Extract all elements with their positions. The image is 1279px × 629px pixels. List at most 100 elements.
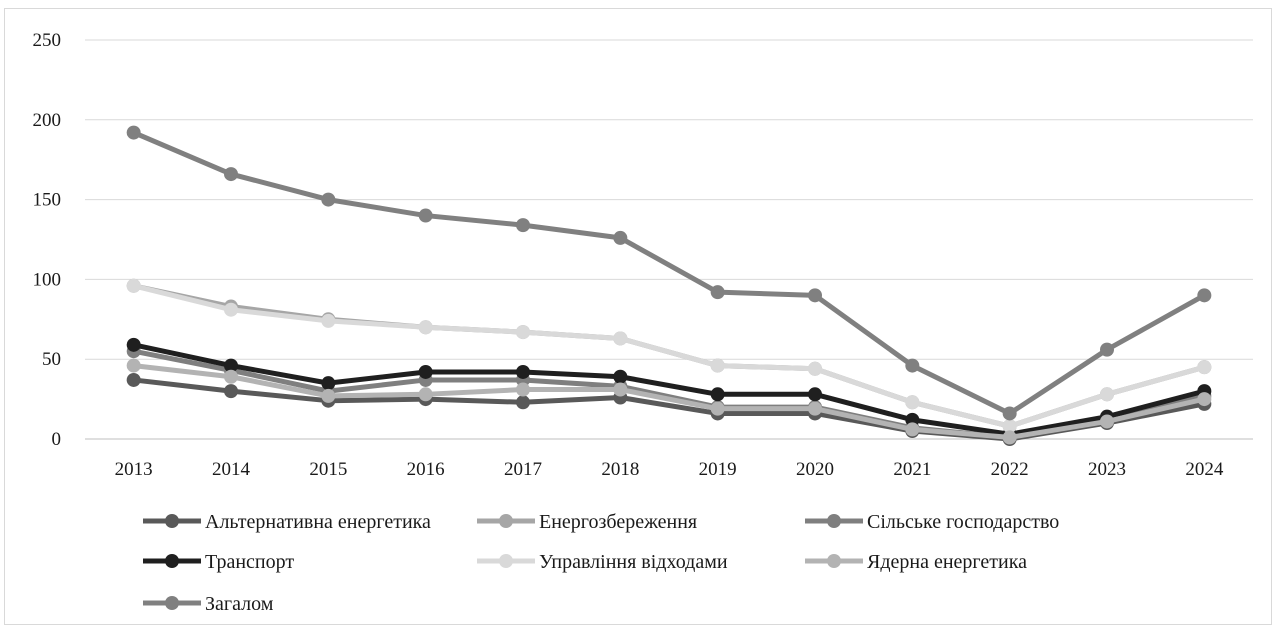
data-point [321,192,336,207]
data-point [613,331,628,346]
series-group [126,358,1212,445]
data-point [808,288,822,303]
data-point [321,376,336,391]
legend-item: Загалом [143,593,274,615]
data-point [808,387,822,402]
legend-label: Управління відходами [539,551,728,573]
legend-item: Управління відходами [477,551,728,573]
data-point [710,401,725,416]
legend-swatch-marker [499,554,513,568]
data-point [1197,288,1212,303]
data-point [1100,414,1114,429]
data-point [321,388,336,403]
data-point [613,230,628,245]
legend-swatch-marker [827,514,841,528]
legend-label: Транспорт [205,551,294,573]
data-point [905,395,920,410]
series-group [126,125,1212,421]
legend-swatch-marker [165,514,179,528]
data-point [1100,387,1114,402]
data-point [516,395,530,410]
legend-swatch-marker [165,554,179,568]
series-line [133,283,1206,429]
x-tick-label: 2015 [309,459,347,480]
data-point [1002,406,1017,421]
data-point [1197,360,1212,375]
y-tick-label: 250 [33,30,62,51]
y-axis-tick-labels: 0 50 100 150 200 250 [33,30,62,450]
y-tick-label: 150 [33,190,62,211]
data-point [905,412,920,427]
x-tick-label: 2024 [1185,459,1224,480]
data-point [418,320,433,335]
data-point [808,361,822,376]
data-point [126,125,141,140]
x-axis-tick-labels: 2013 2014 2015 2016 2017 2018 2019 2020 2021 2022… [115,459,1224,480]
y-tick-label: 50 [42,349,61,370]
data-point [710,387,725,402]
x-tick-label: 2019 [699,459,737,480]
series-line [133,363,1205,440]
gridlines [85,39,1253,440]
legend-item: Ядерна енергетика [805,551,1027,573]
y-tick-label: 100 [33,269,62,290]
data-point [418,364,433,379]
x-tick-label: 2013 [115,459,153,480]
x-tick-label: 2021 [893,459,931,480]
data-point [710,358,725,373]
series-group [126,337,1212,442]
legend-label: Ядерна енергетика [867,551,1027,573]
chart-frame: 0 50 100 150 200 250 2013 2014 2015 2016 2017 2018… [4,8,1272,625]
data-point [516,382,530,397]
data-point [905,422,920,437]
legend-label: Альтернативна енергетика [205,511,431,533]
x-tick-label: 2018 [601,459,639,480]
data-point [516,325,530,340]
data-point [224,302,238,317]
data-point [126,278,141,293]
data-point [516,218,530,233]
legend-swatch-marker [165,596,179,610]
series-line [133,348,1205,440]
legend-item: Транспорт [143,551,294,573]
series-line [133,342,1205,437]
data-point [224,358,238,373]
x-tick-label: 2023 [1088,459,1126,480]
x-tick-label: 2016 [407,459,445,480]
legend-label: Сільське господарство [867,511,1059,533]
x-tick-label: 2014 [212,459,251,480]
data-point [126,372,141,387]
series-lines [126,125,1212,446]
legend-item: Альтернативна енергетика [143,511,431,533]
data-point [613,369,628,384]
data-point [808,401,822,416]
data-point [1002,419,1017,434]
legend-label: Енергозбереження [539,511,697,533]
data-point [1002,430,1017,445]
data-point [1197,392,1212,407]
line-chart: 0 50 100 150 200 250 2013 2014 2015 2016 2017 2018… [33,30,1253,615]
series-group [126,278,1212,434]
data-point [126,337,141,352]
y-tick-label: 200 [33,110,62,131]
x-tick-label: 2017 [504,459,542,480]
data-point [516,364,530,379]
data-point [613,382,628,397]
legend-swatch-marker [499,514,513,528]
data-point [224,384,238,399]
legend-item: Сільське господарство [805,511,1059,533]
data-point [905,358,920,373]
legend: Альтернативна енергетика Енергозбереження… [143,511,1059,615]
legend-swatch-marker [827,554,841,568]
data-point [321,313,336,328]
legend-label: Загалом [205,593,274,615]
data-point [710,285,725,300]
data-point [224,167,238,182]
data-point [418,208,433,223]
data-point [1100,342,1114,357]
series-line [132,130,1206,416]
y-tick-label: 0 [52,429,62,450]
data-point [418,387,433,402]
data-point [126,358,141,373]
data-point [224,369,238,384]
